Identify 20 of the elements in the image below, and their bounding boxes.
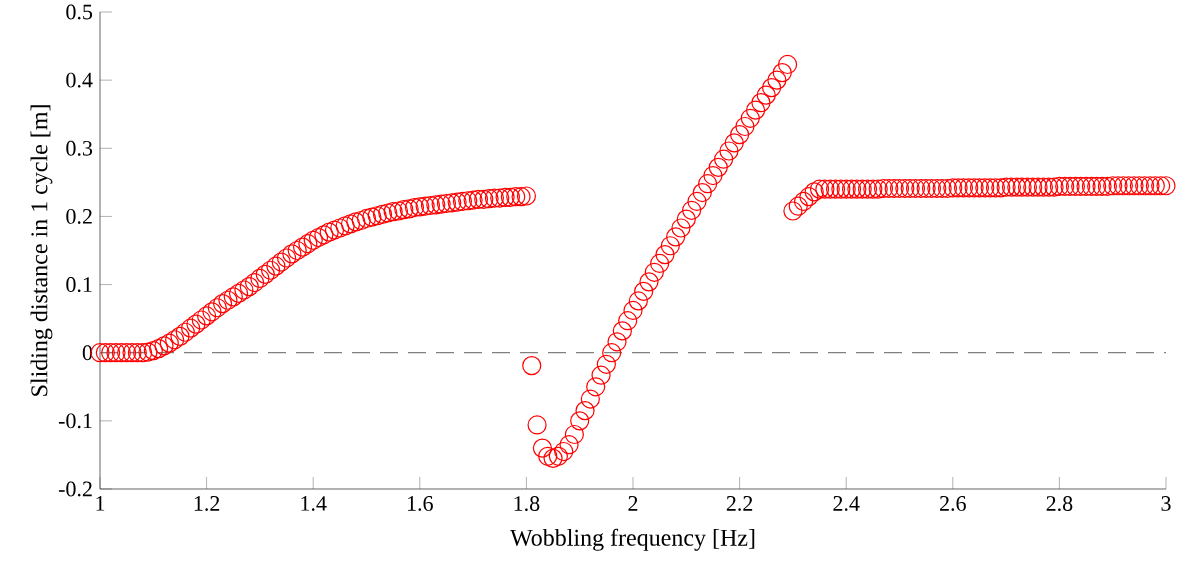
y-axis-title: Sliding distance in 1 cycle [m] (30, 105, 53, 396)
x-tick-label: 2.8 (1046, 496, 1073, 512)
x-tick-label: 1.6 (408, 496, 433, 511)
y-tick-label: 0.3 (66, 140, 93, 156)
x-axis-title: Wobbling frequency [Hz] (510, 528, 755, 551)
x-tick-label: 1.4 (301, 496, 327, 511)
y-tick-label: -0.1 (58, 413, 92, 429)
x-tick-label: 2.2 (726, 496, 753, 511)
x-tick-label: 2.6 (940, 496, 966, 511)
x-tick-label: 1 (96, 496, 105, 511)
y-tick-label: 0.1 (66, 277, 92, 293)
y-tick-label: 0.4 (66, 72, 93, 88)
x-tick-label: 2 (628, 496, 638, 511)
y-tick-label: -0.2 (58, 481, 92, 497)
x-tick-label: 1.8 (514, 496, 540, 512)
y-tick-label: 0.5 (66, 4, 93, 20)
x-tick-label: 2.4 (833, 496, 860, 511)
x-tick-label: 3 (1161, 496, 1171, 511)
y-tick-label: 0.2 (66, 208, 92, 224)
x-tick-label: 1.2 (194, 496, 220, 511)
